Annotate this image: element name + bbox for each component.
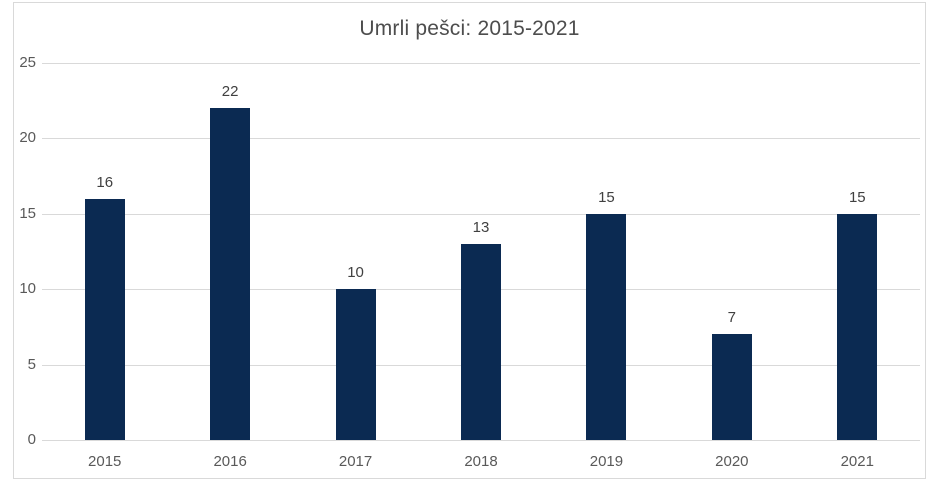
bar-value-label: 7	[727, 309, 737, 327]
x-axis-label: 2016	[213, 453, 247, 470]
bar-2015	[84, 198, 125, 440]
gridline	[42, 138, 920, 140]
bar-value-label: 10	[347, 264, 364, 282]
bar-value-label: 13	[472, 218, 490, 236]
bar-2018	[461, 243, 501, 440]
gridline	[42, 440, 920, 441]
y-axis-tick-label: 0	[27, 431, 36, 448]
y-axis-tick-label: 20	[19, 129, 36, 147]
x-axis-label: 2015	[88, 453, 122, 470]
x-axis-label: 2018	[464, 453, 498, 470]
bar-value-label: 15	[598, 188, 615, 206]
bar-2020	[711, 334, 752, 440]
bar-value-label: 22	[221, 83, 239, 101]
bar-2016	[210, 108, 251, 440]
gridline	[42, 63, 920, 64]
gridline	[42, 213, 920, 215]
y-axis-tick-label: 10	[19, 280, 36, 298]
bar-value-label: 16	[96, 173, 114, 191]
bar-2017	[335, 289, 376, 440]
bar-2019	[586, 213, 627, 440]
bar-2021	[837, 213, 878, 440]
y-axis-tick-label: 15	[19, 204, 36, 222]
y-axis-tick-label: 25	[19, 54, 36, 71]
y-axis-tick-label: 5	[27, 355, 36, 373]
x-axis-label: 2017	[338, 453, 373, 470]
x-axis-label: 2020	[715, 453, 749, 470]
chart-title: Umrli pešci: 2015-2021	[359, 17, 580, 40]
bar-value-label: 15	[848, 188, 866, 206]
x-axis-label: 2019	[589, 453, 624, 470]
x-axis-label: 2021	[840, 453, 874, 470]
